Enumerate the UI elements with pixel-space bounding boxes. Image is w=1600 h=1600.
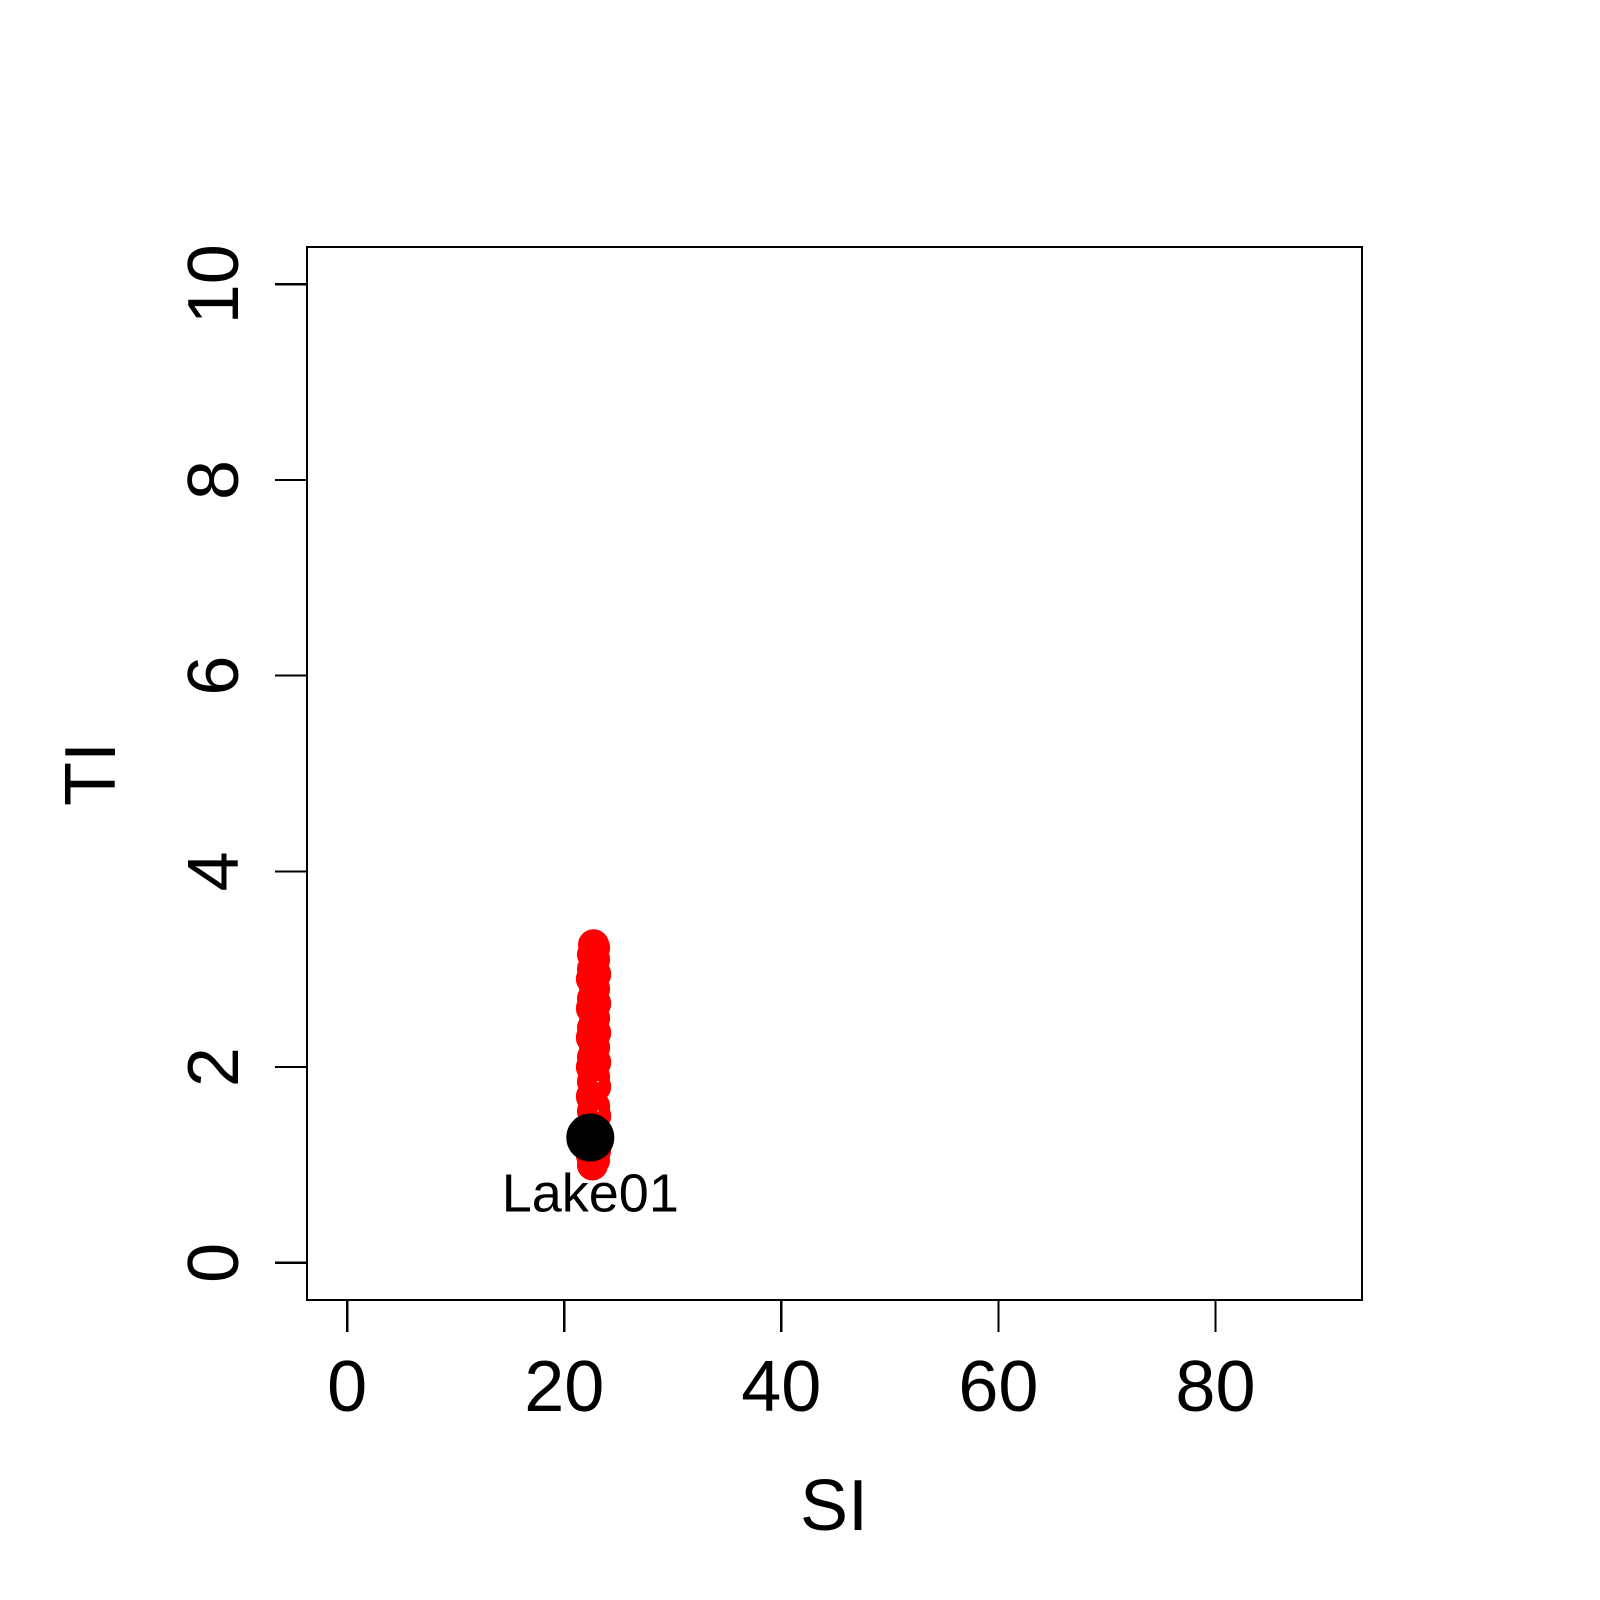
y-tick-label: 2 (174, 1047, 254, 1087)
x-tick-label: 0 (327, 1347, 367, 1427)
x-tick-label: 20 (524, 1347, 604, 1427)
point-labels-layer: Lake01 (502, 1164, 679, 1224)
x-tick-label: 40 (741, 1347, 821, 1427)
y-tick-label: 6 (174, 656, 254, 696)
y-tick-label: 4 (174, 851, 254, 891)
data-point (578, 929, 610, 961)
y-axis: 0 2 4 6 8 10 (174, 244, 309, 1283)
plot-frame (305, 245, 1364, 1302)
point-label: Lake01 (502, 1164, 679, 1224)
x-axis: 0 20 40 60 80 (327, 1298, 1256, 1427)
data-point (566, 1113, 615, 1162)
x-tick-label: 60 (958, 1347, 1038, 1427)
y-tick-label: 8 (174, 460, 254, 500)
y-tick-label: 0 (174, 1243, 254, 1283)
x-axis-title: SI (800, 1466, 868, 1546)
x-tick-label: 80 (1175, 1347, 1255, 1427)
points-layer (566, 929, 615, 1181)
y-tick-label: 10 (174, 244, 254, 324)
y-axis-title: TI (51, 742, 131, 806)
